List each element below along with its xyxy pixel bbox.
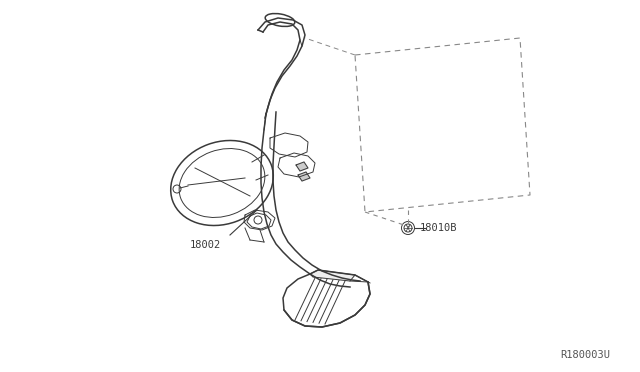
Text: R180003U: R180003U bbox=[560, 350, 610, 360]
Polygon shape bbox=[298, 172, 310, 181]
Text: 18010B: 18010B bbox=[420, 223, 458, 233]
Polygon shape bbox=[310, 270, 355, 281]
Text: 18002: 18002 bbox=[190, 240, 221, 250]
Polygon shape bbox=[296, 162, 308, 171]
